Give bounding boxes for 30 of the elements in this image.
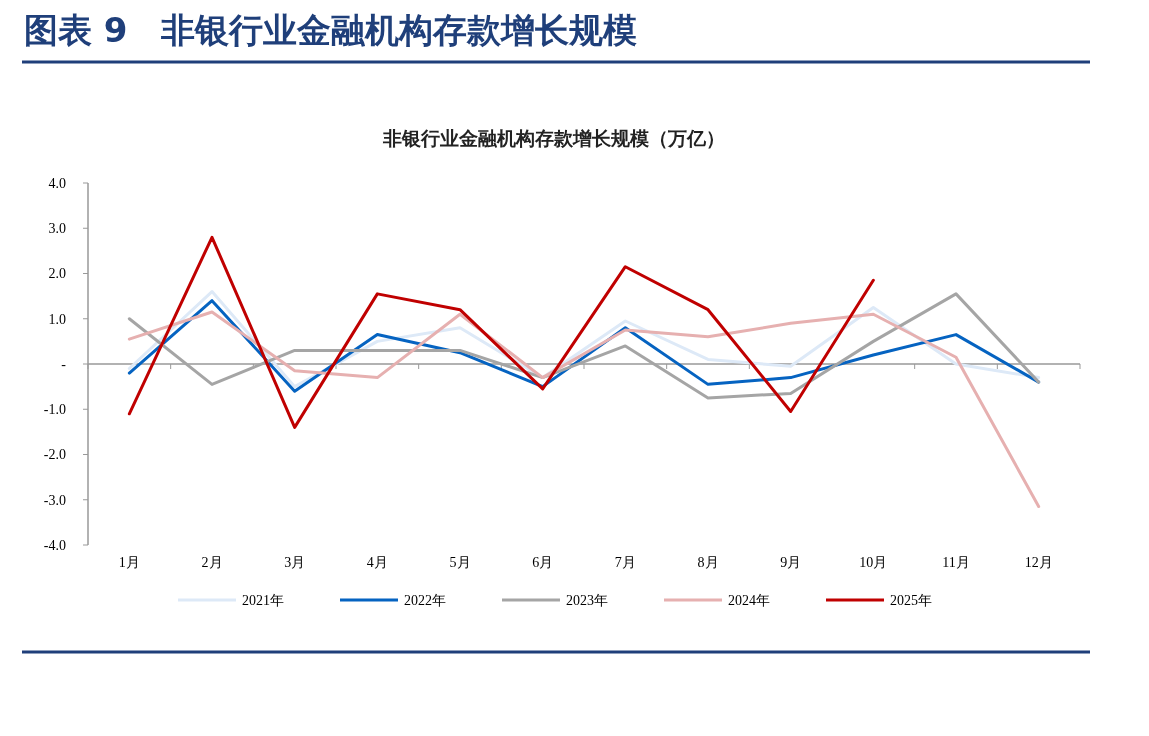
y-tick-label: -1.0 — [43, 402, 66, 418]
x-tick-label: 4月 — [366, 555, 388, 570]
x-tick-label: 10月 — [859, 555, 888, 570]
x-tick-label: 2月 — [201, 555, 223, 570]
legend-label: 2021年 — [242, 592, 284, 608]
legend-label: 2023年 — [566, 592, 608, 608]
x-tick-label: 8月 — [697, 555, 719, 570]
x-tick-label: 7月 — [614, 555, 636, 570]
chart-title: 图表 9 非银行业金融机构存款增长规模 — [24, 10, 638, 50]
x-tick-label: 5月 — [449, 555, 471, 570]
x-tick-label: 12月 — [1024, 555, 1053, 570]
x-tick-label: 1月 — [118, 555, 140, 570]
y-tick-label: -2.0 — [43, 447, 66, 463]
y-tick-label: 4.0 — [48, 175, 66, 191]
y-tick-label: 1.0 — [48, 311, 66, 327]
line-series — [127, 235, 875, 429]
y-tick-label: -3.0 — [43, 492, 66, 508]
legend-label: 2025年 — [890, 592, 932, 608]
y-tick-label: 2.0 — [48, 266, 66, 282]
y-tick-label: - — [61, 356, 67, 372]
x-tick-label: 6月 — [532, 555, 554, 570]
x-tick-label: 3月 — [284, 555, 306, 570]
line-series — [127, 310, 1041, 509]
x-tick-label: 11月 — [942, 555, 970, 570]
y-tick-label: -4.0 — [43, 537, 66, 553]
legend-label: 2022年 — [404, 592, 446, 608]
x-tick-label: 9月 — [780, 555, 802, 570]
legend-label: 2024年 — [728, 592, 770, 608]
chart-subtitle: 非银行业金融机构存款增长规模（万亿） — [382, 127, 725, 149]
y-tick-label: 3.0 — [48, 221, 66, 237]
